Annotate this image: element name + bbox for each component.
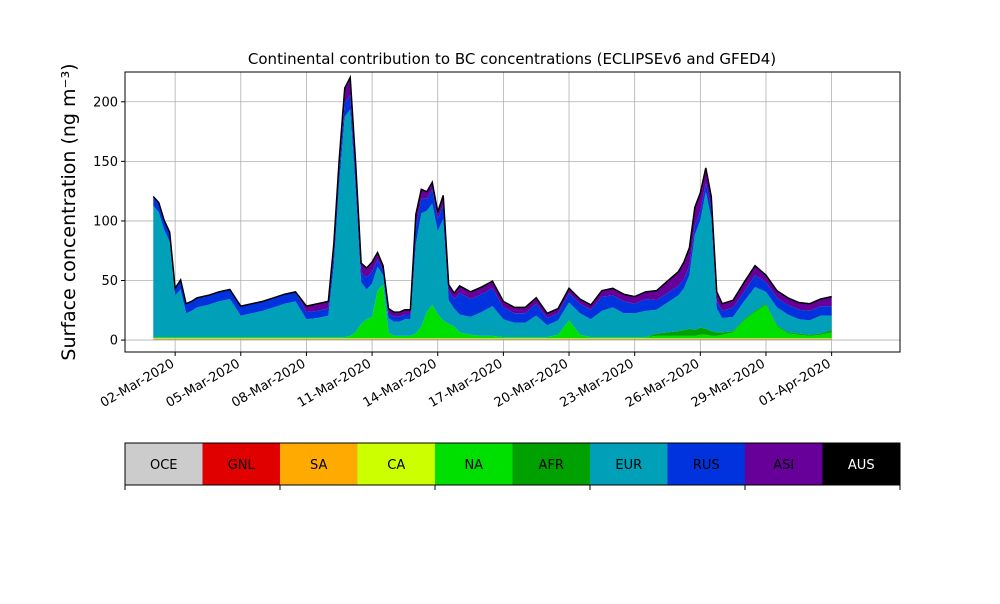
area-ca	[153, 338, 831, 339]
area-rus	[153, 95, 831, 325]
x-tick-label: 01-Apr-2020	[756, 356, 833, 409]
colorbar-label: AUS	[848, 458, 875, 473]
x-tick-label: 02-Mar-2020	[98, 356, 177, 410]
x-tick-label: 23-Mar-2020	[558, 356, 637, 410]
y-tick-labels: 0 50 100 150 200	[93, 95, 118, 348]
x-tick-label: 08-Mar-2020	[229, 356, 308, 410]
y-tick-label: 150	[93, 155, 118, 170]
colorbar-label: OCE	[150, 458, 178, 473]
y-tick-label: 50	[101, 274, 118, 289]
y-tick-label: 0	[110, 334, 118, 349]
y-tick-label: 100	[93, 214, 118, 229]
x-tick-label: 20-Mar-2020	[492, 356, 571, 410]
colorbar-label: ASI	[773, 458, 794, 473]
colorbar-label: NA	[464, 458, 483, 473]
x-tick-label: 11-Mar-2020	[295, 356, 374, 410]
chart-title: Continental contribution to BC concentra…	[248, 50, 776, 68]
y-tick-label: 200	[93, 95, 118, 110]
x-tick-label: 26-Mar-2020	[623, 356, 702, 410]
colorbar-label: GNL	[228, 458, 256, 473]
colorbar-label: SA	[310, 458, 327, 473]
area-aus	[153, 77, 831, 313]
x-tick-label: 05-Mar-2020	[164, 356, 243, 410]
colorbar-label: EUR	[615, 458, 642, 473]
colorbar-label: AFR	[539, 458, 564, 473]
x-tick-label: 14-Mar-2020	[361, 356, 440, 410]
x-tick-labels: 02-Mar-202005-Mar-202008-Mar-202011-Mar-…	[98, 356, 834, 410]
colorbar-legend: OCE GNL SA CA NA AFR EUR RUS ASI AUS	[125, 443, 900, 490]
y-axis-label: Surface concentration (ng m⁻³)	[58, 63, 80, 360]
x-tick-label: 17-Mar-2020	[426, 356, 505, 410]
colorbar-label: RUS	[693, 458, 720, 473]
total-line	[153, 77, 831, 313]
x-tick-label: 29-Mar-2020	[689, 356, 768, 410]
colorbar-label: CA	[387, 458, 405, 473]
area-oce	[153, 339, 831, 340]
total-outline	[153, 77, 831, 313]
